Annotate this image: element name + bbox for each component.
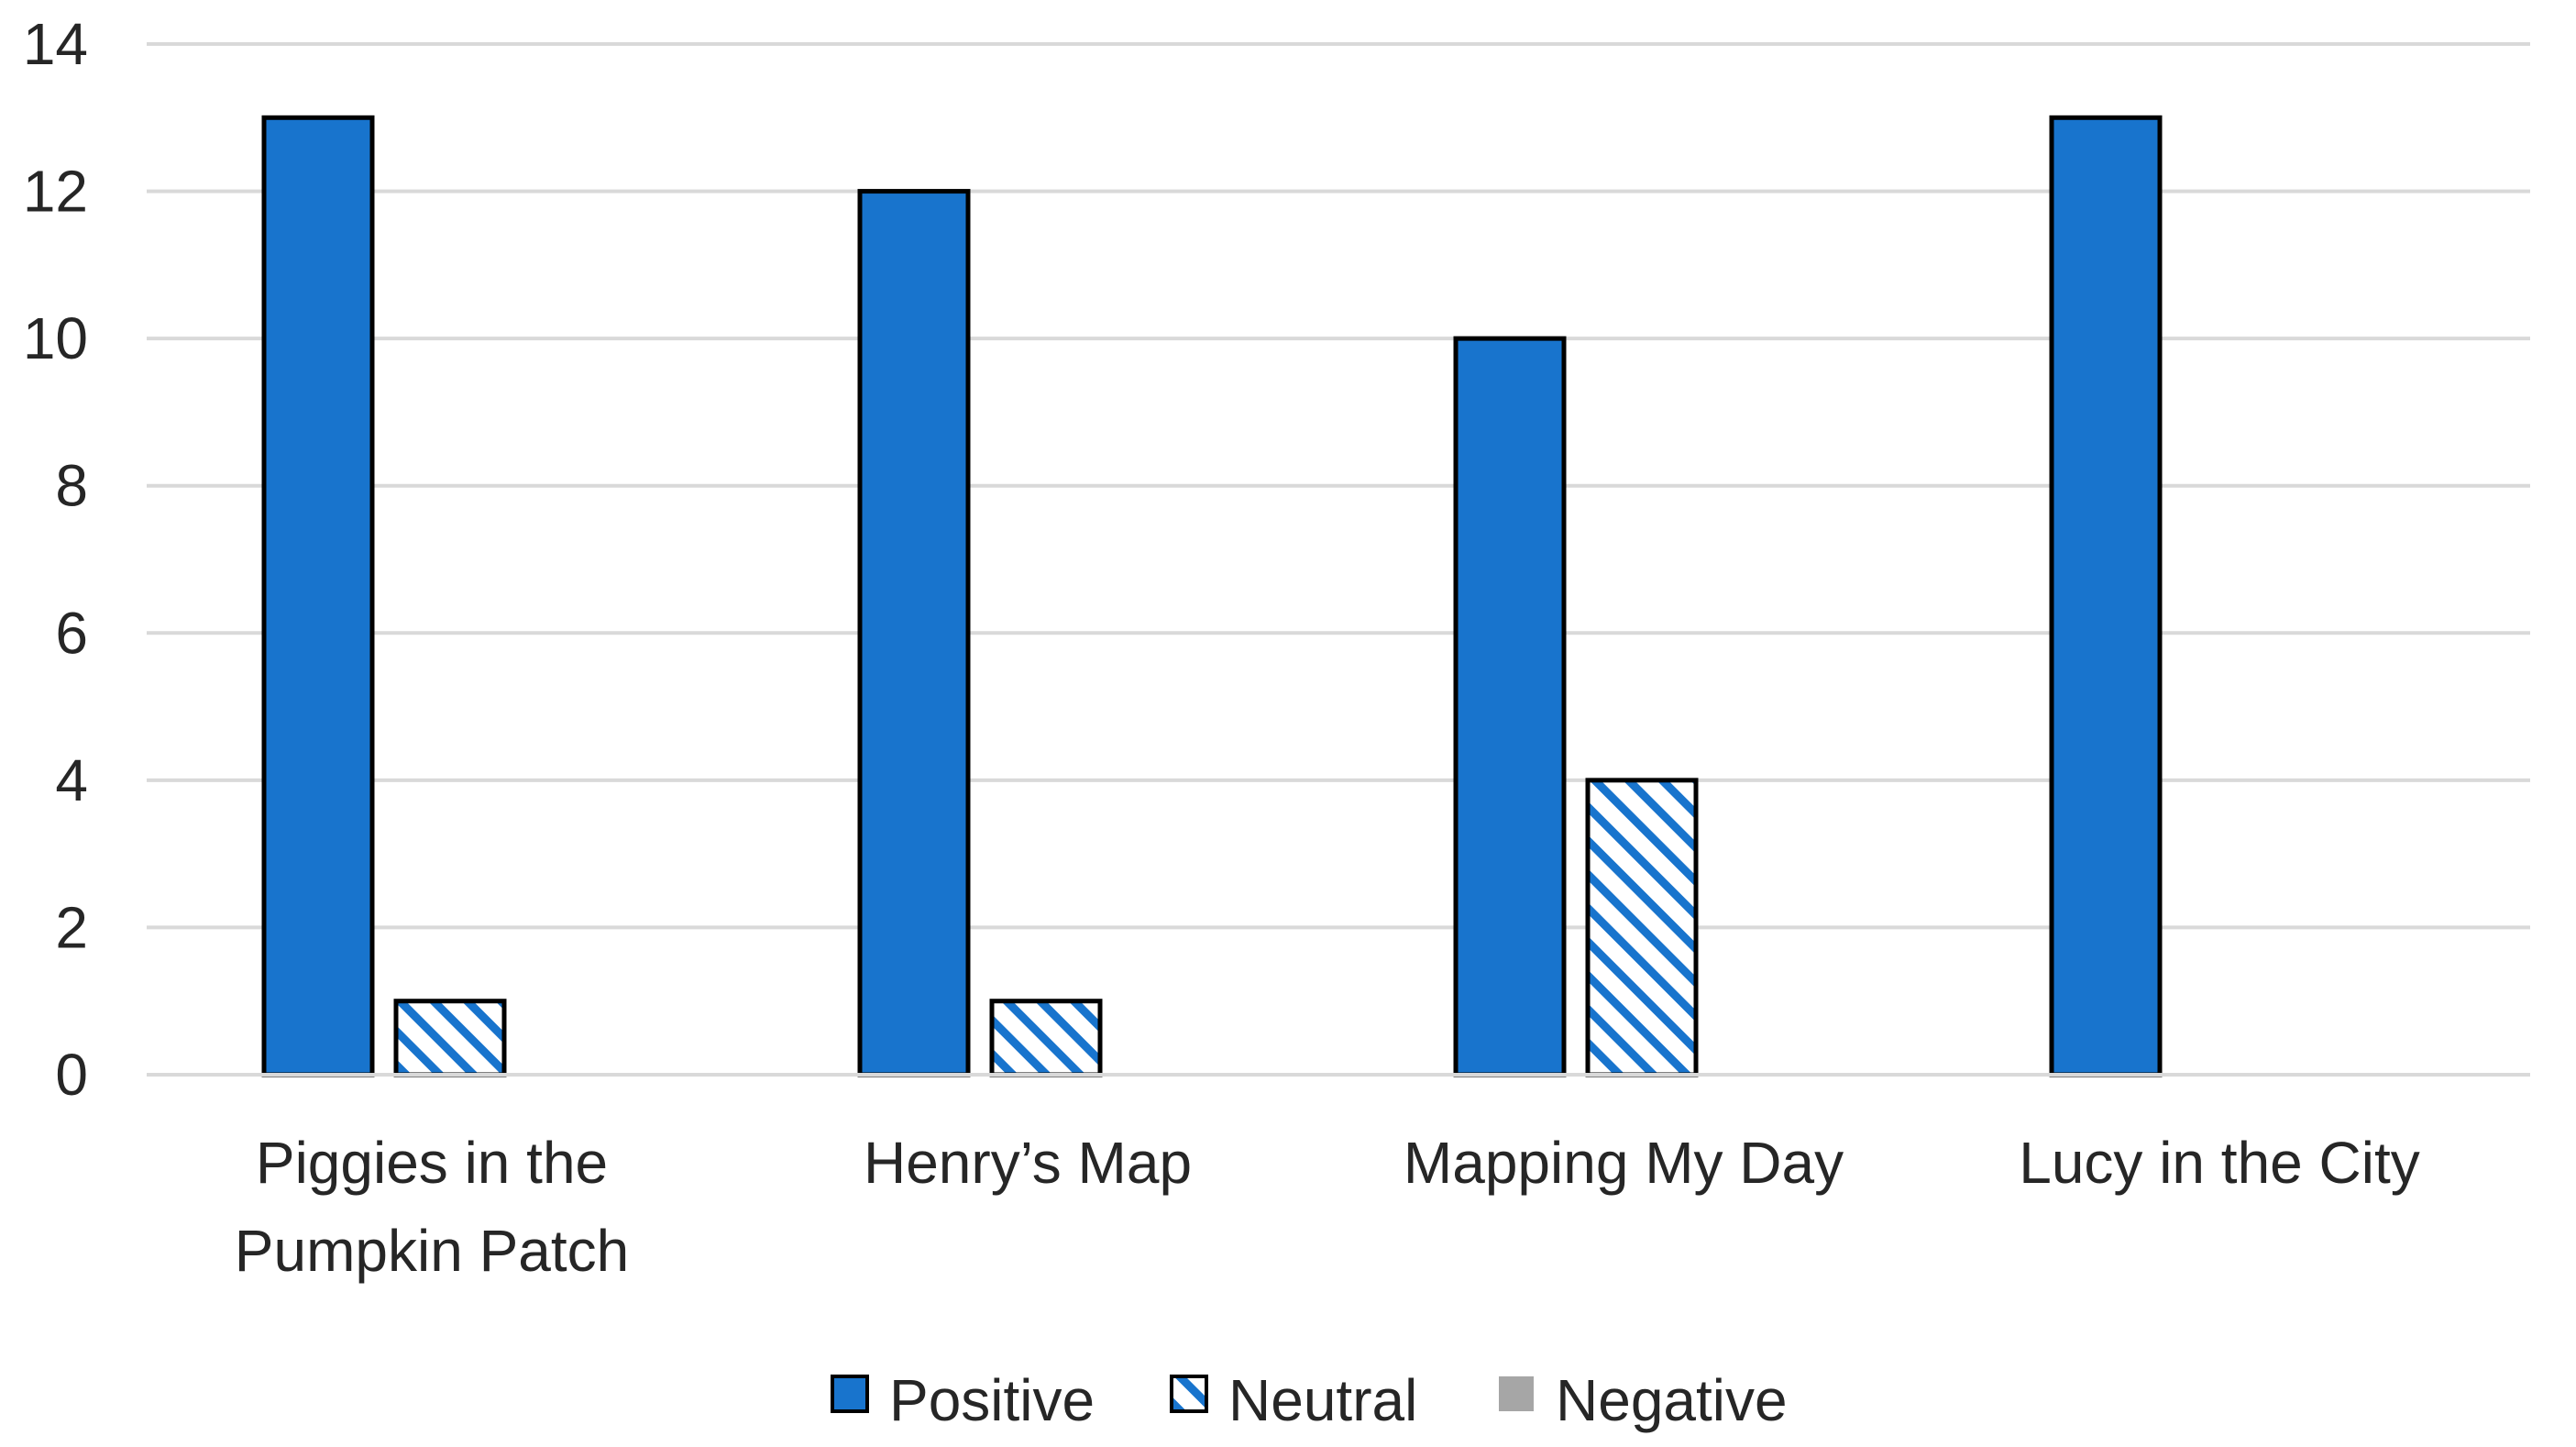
bar-positive-3 bbox=[2049, 115, 2163, 1077]
legend-label-neutral: Neutral bbox=[1228, 1367, 1417, 1433]
legend-label-positive: Positive bbox=[889, 1367, 1095, 1433]
y-tick-label: 8 bbox=[55, 453, 88, 519]
bar-positive-1 bbox=[857, 189, 971, 1077]
bar-neutral-1 bbox=[989, 999, 1103, 1077]
bars bbox=[261, 115, 2163, 1077]
y-tick-label: 0 bbox=[55, 1042, 88, 1108]
category-label: Henry’s Map bbox=[864, 1130, 1192, 1196]
y-tick-label: 12 bbox=[23, 159, 88, 225]
y-tick-label: 14 bbox=[23, 11, 88, 77]
legend: Positive Neutral Negative bbox=[831, 1367, 1788, 1433]
y-tick-label: 2 bbox=[55, 894, 88, 960]
category-label: Mapping My Day bbox=[1404, 1130, 1844, 1196]
y-tick-label: 6 bbox=[55, 600, 88, 666]
legend-label-negative: Negative bbox=[1556, 1367, 1788, 1433]
legend-swatch-neutral bbox=[1170, 1375, 1208, 1413]
legend-swatch-positive bbox=[831, 1375, 869, 1413]
y-tick-label: 10 bbox=[23, 305, 88, 371]
y-tick-label: 4 bbox=[55, 747, 88, 813]
bar-positive-0 bbox=[261, 115, 375, 1077]
bar-positive-2 bbox=[1453, 336, 1567, 1077]
category-labels: Piggies in the Pumpkin Patch Henry’s Map Ma… bbox=[235, 1130, 2420, 1284]
gridlines bbox=[147, 42, 2530, 930]
category-label: Lucy in the City bbox=[2019, 1130, 2420, 1196]
bar-neutral-0 bbox=[393, 999, 507, 1077]
legend-swatch-negative bbox=[1499, 1376, 1534, 1411]
y-axis-tick-labels: 0 2 4 6 8 10 12 14 bbox=[23, 11, 88, 1108]
bar-neutral-2 bbox=[1585, 778, 1699, 1077]
category-label: Piggies in the bbox=[256, 1130, 608, 1196]
category-label: Pumpkin Patch bbox=[235, 1218, 629, 1284]
